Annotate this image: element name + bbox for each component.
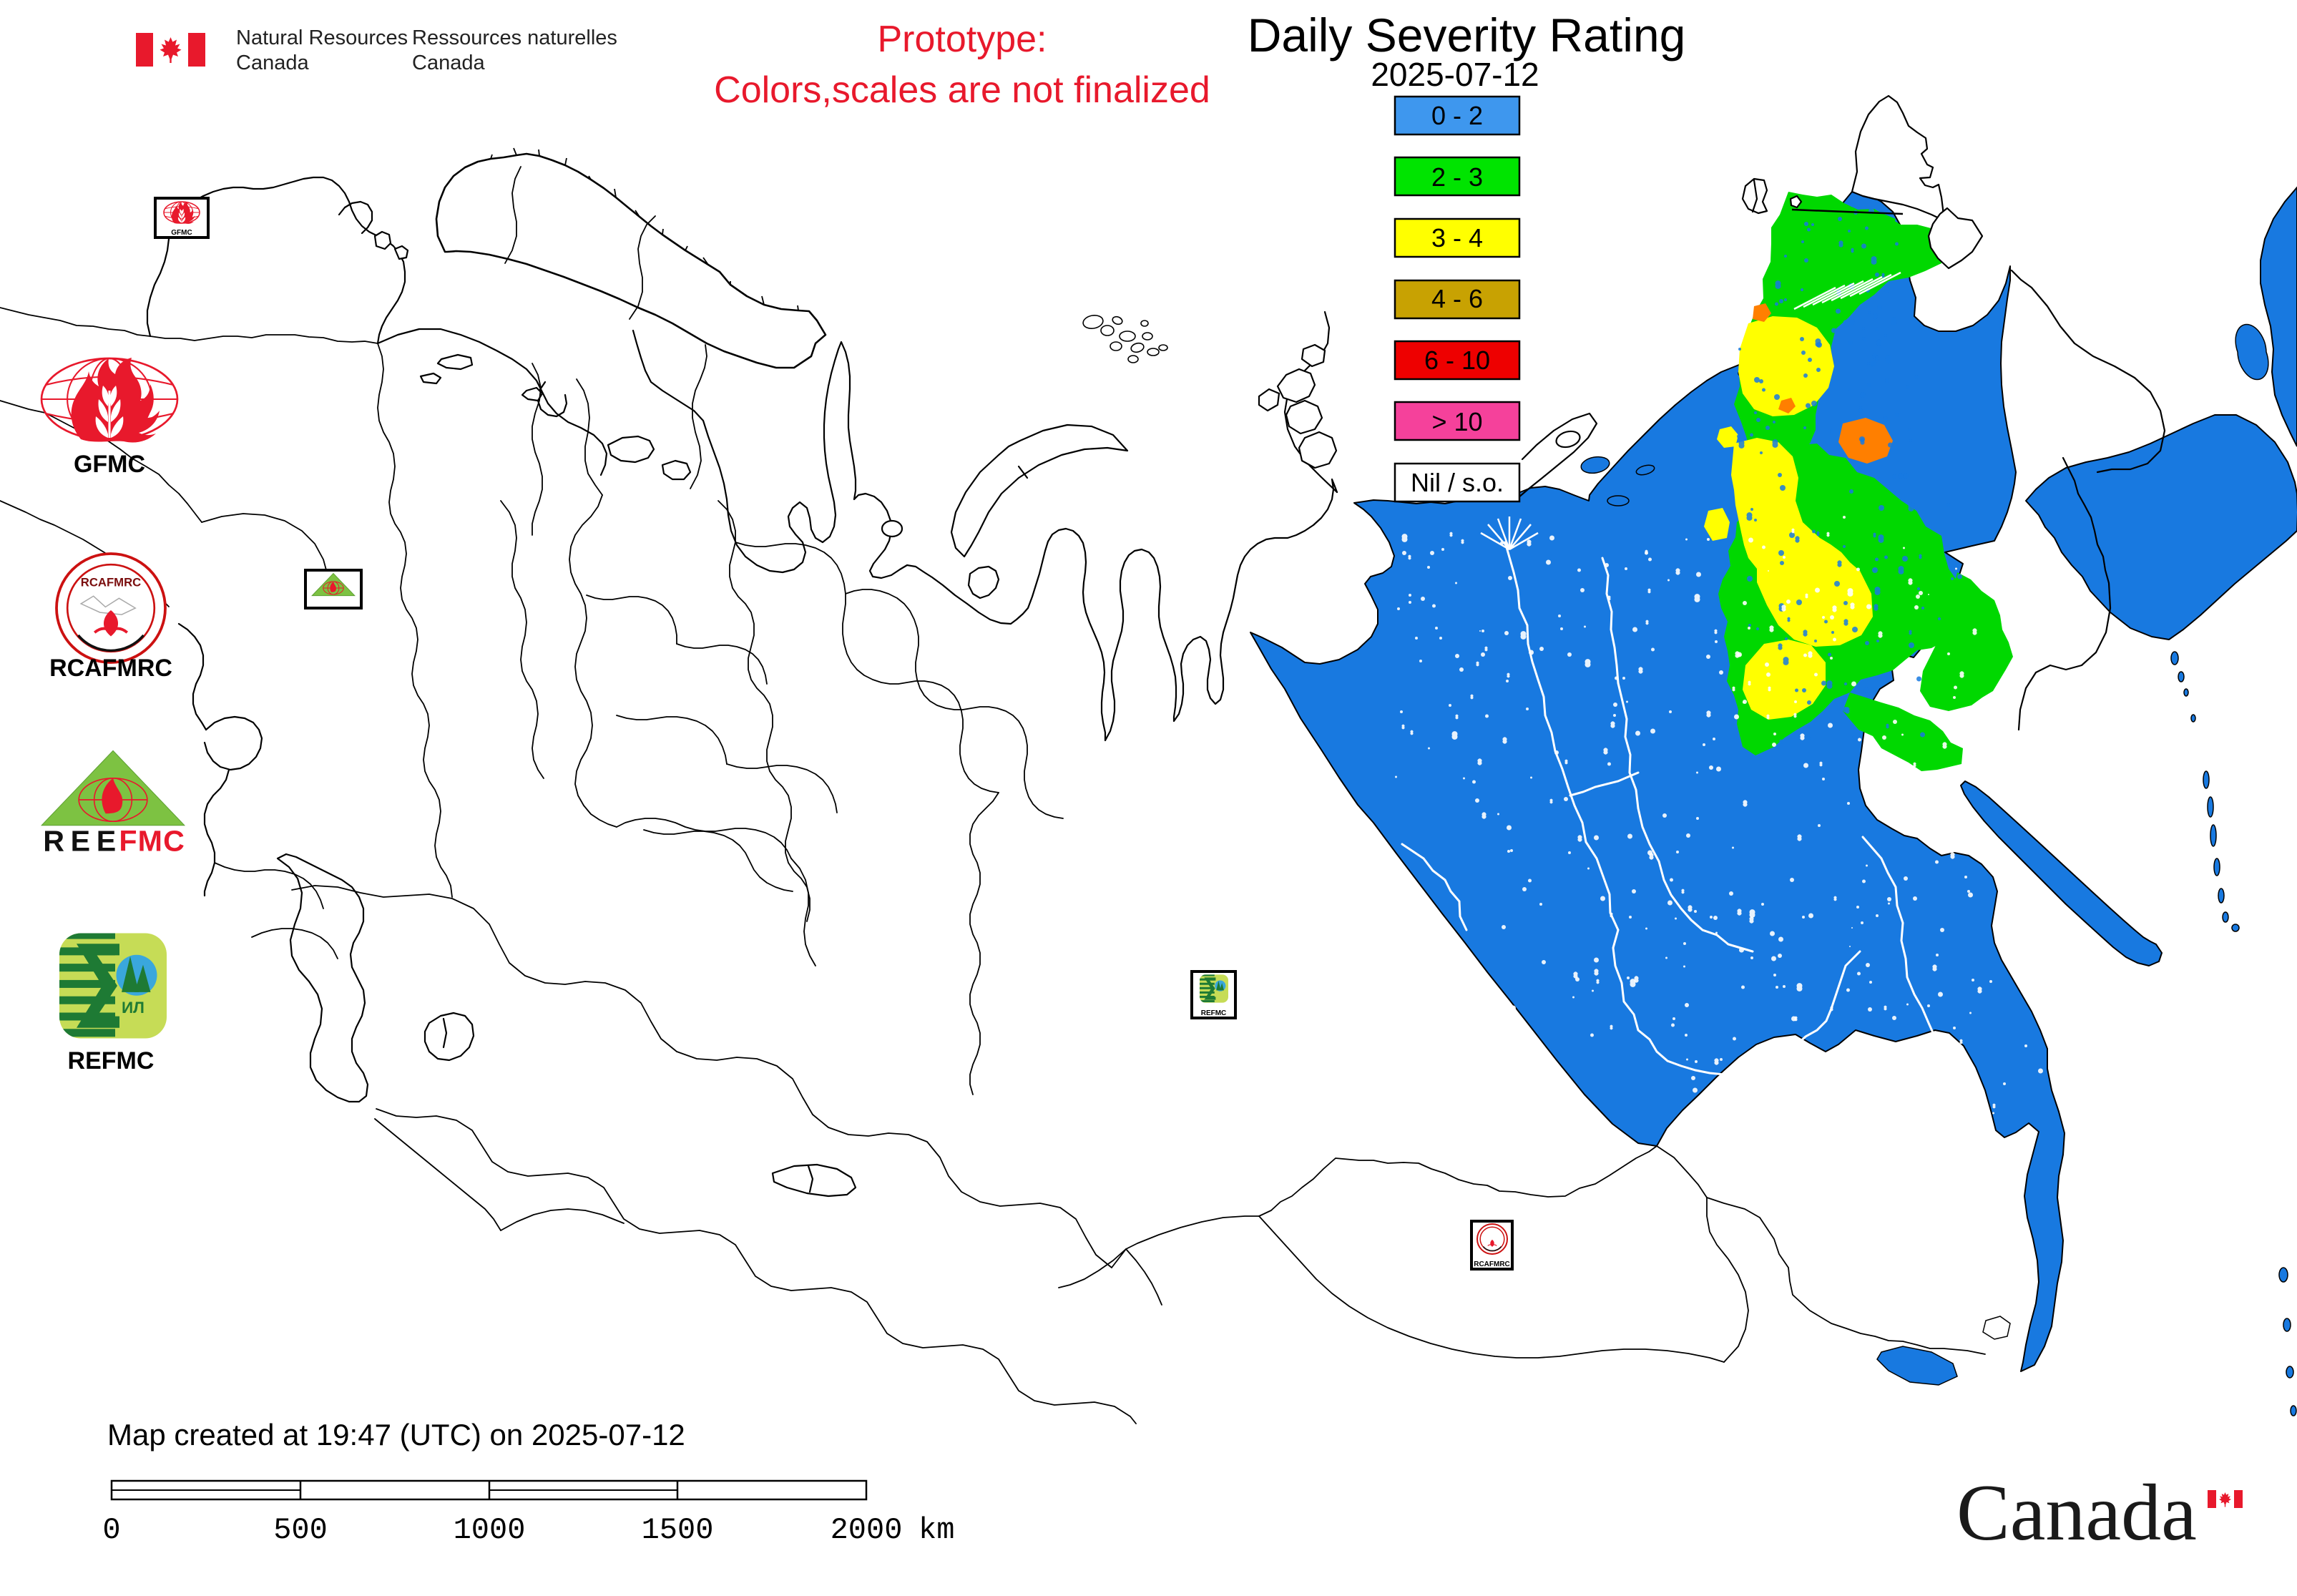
svg-text:Canada: Canada (236, 52, 309, 74)
svg-text:500: 500 (273, 1513, 328, 1547)
svg-text:1500: 1500 (642, 1513, 714, 1547)
svg-text:Map created at 19:47 (UTC) on: Map created at 19:47 (UTC) on 2025-07-12 (107, 1418, 685, 1451)
svg-text:4 - 6: 4 - 6 (1431, 284, 1483, 313)
svg-text:ИЛ: ИЛ (122, 999, 145, 1017)
svg-text:Daily Severity Rating: Daily Severity Rating (1248, 9, 1686, 62)
svg-text:Canada: Canada (412, 52, 485, 74)
svg-text:km: km (919, 1513, 954, 1547)
svg-text:6 - 10: 6 - 10 (1424, 346, 1490, 375)
svg-text:Canada: Canada (1956, 1469, 2197, 1557)
svg-text:2 - 3: 2 - 3 (1431, 162, 1483, 192)
svg-text:RCAFMRC: RCAFMRC (1474, 1260, 1510, 1268)
svg-text:2000: 2000 (831, 1513, 903, 1547)
svg-text:RCAFMRC: RCAFMRC (81, 576, 141, 589)
svg-text:0: 0 (102, 1513, 120, 1547)
svg-text:GFMC: GFMC (74, 451, 145, 478)
svg-text:Colors,scales are not finalize: Colors,scales are not finalized (714, 69, 1210, 111)
svg-text:FMC: FMC (119, 824, 185, 857)
svg-text:RCAFMRC: RCAFMRC (49, 655, 172, 682)
svg-text:REE: REE (43, 824, 116, 857)
svg-text:Nil / s.o.: Nil / s.o. (1411, 468, 1504, 497)
svg-text:REFMC: REFMC (1201, 1009, 1227, 1017)
svg-text:GFMC: GFMC (171, 229, 192, 237)
svg-text:Prototype:: Prototype: (877, 19, 1047, 60)
svg-text:Natural Resources: Natural Resources (236, 26, 408, 49)
svg-text:REFMC: REFMC (68, 1047, 155, 1074)
svg-text:3 - 4: 3 - 4 (1431, 223, 1483, 253)
svg-text:2025-07-12: 2025-07-12 (1371, 56, 1539, 93)
svg-text:0 - 2: 0 - 2 (1431, 101, 1483, 130)
svg-text:> 10: > 10 (1431, 407, 1482, 436)
svg-text:1000: 1000 (454, 1513, 526, 1547)
svg-text:Ressources naturelles: Ressources naturelles (412, 26, 617, 49)
